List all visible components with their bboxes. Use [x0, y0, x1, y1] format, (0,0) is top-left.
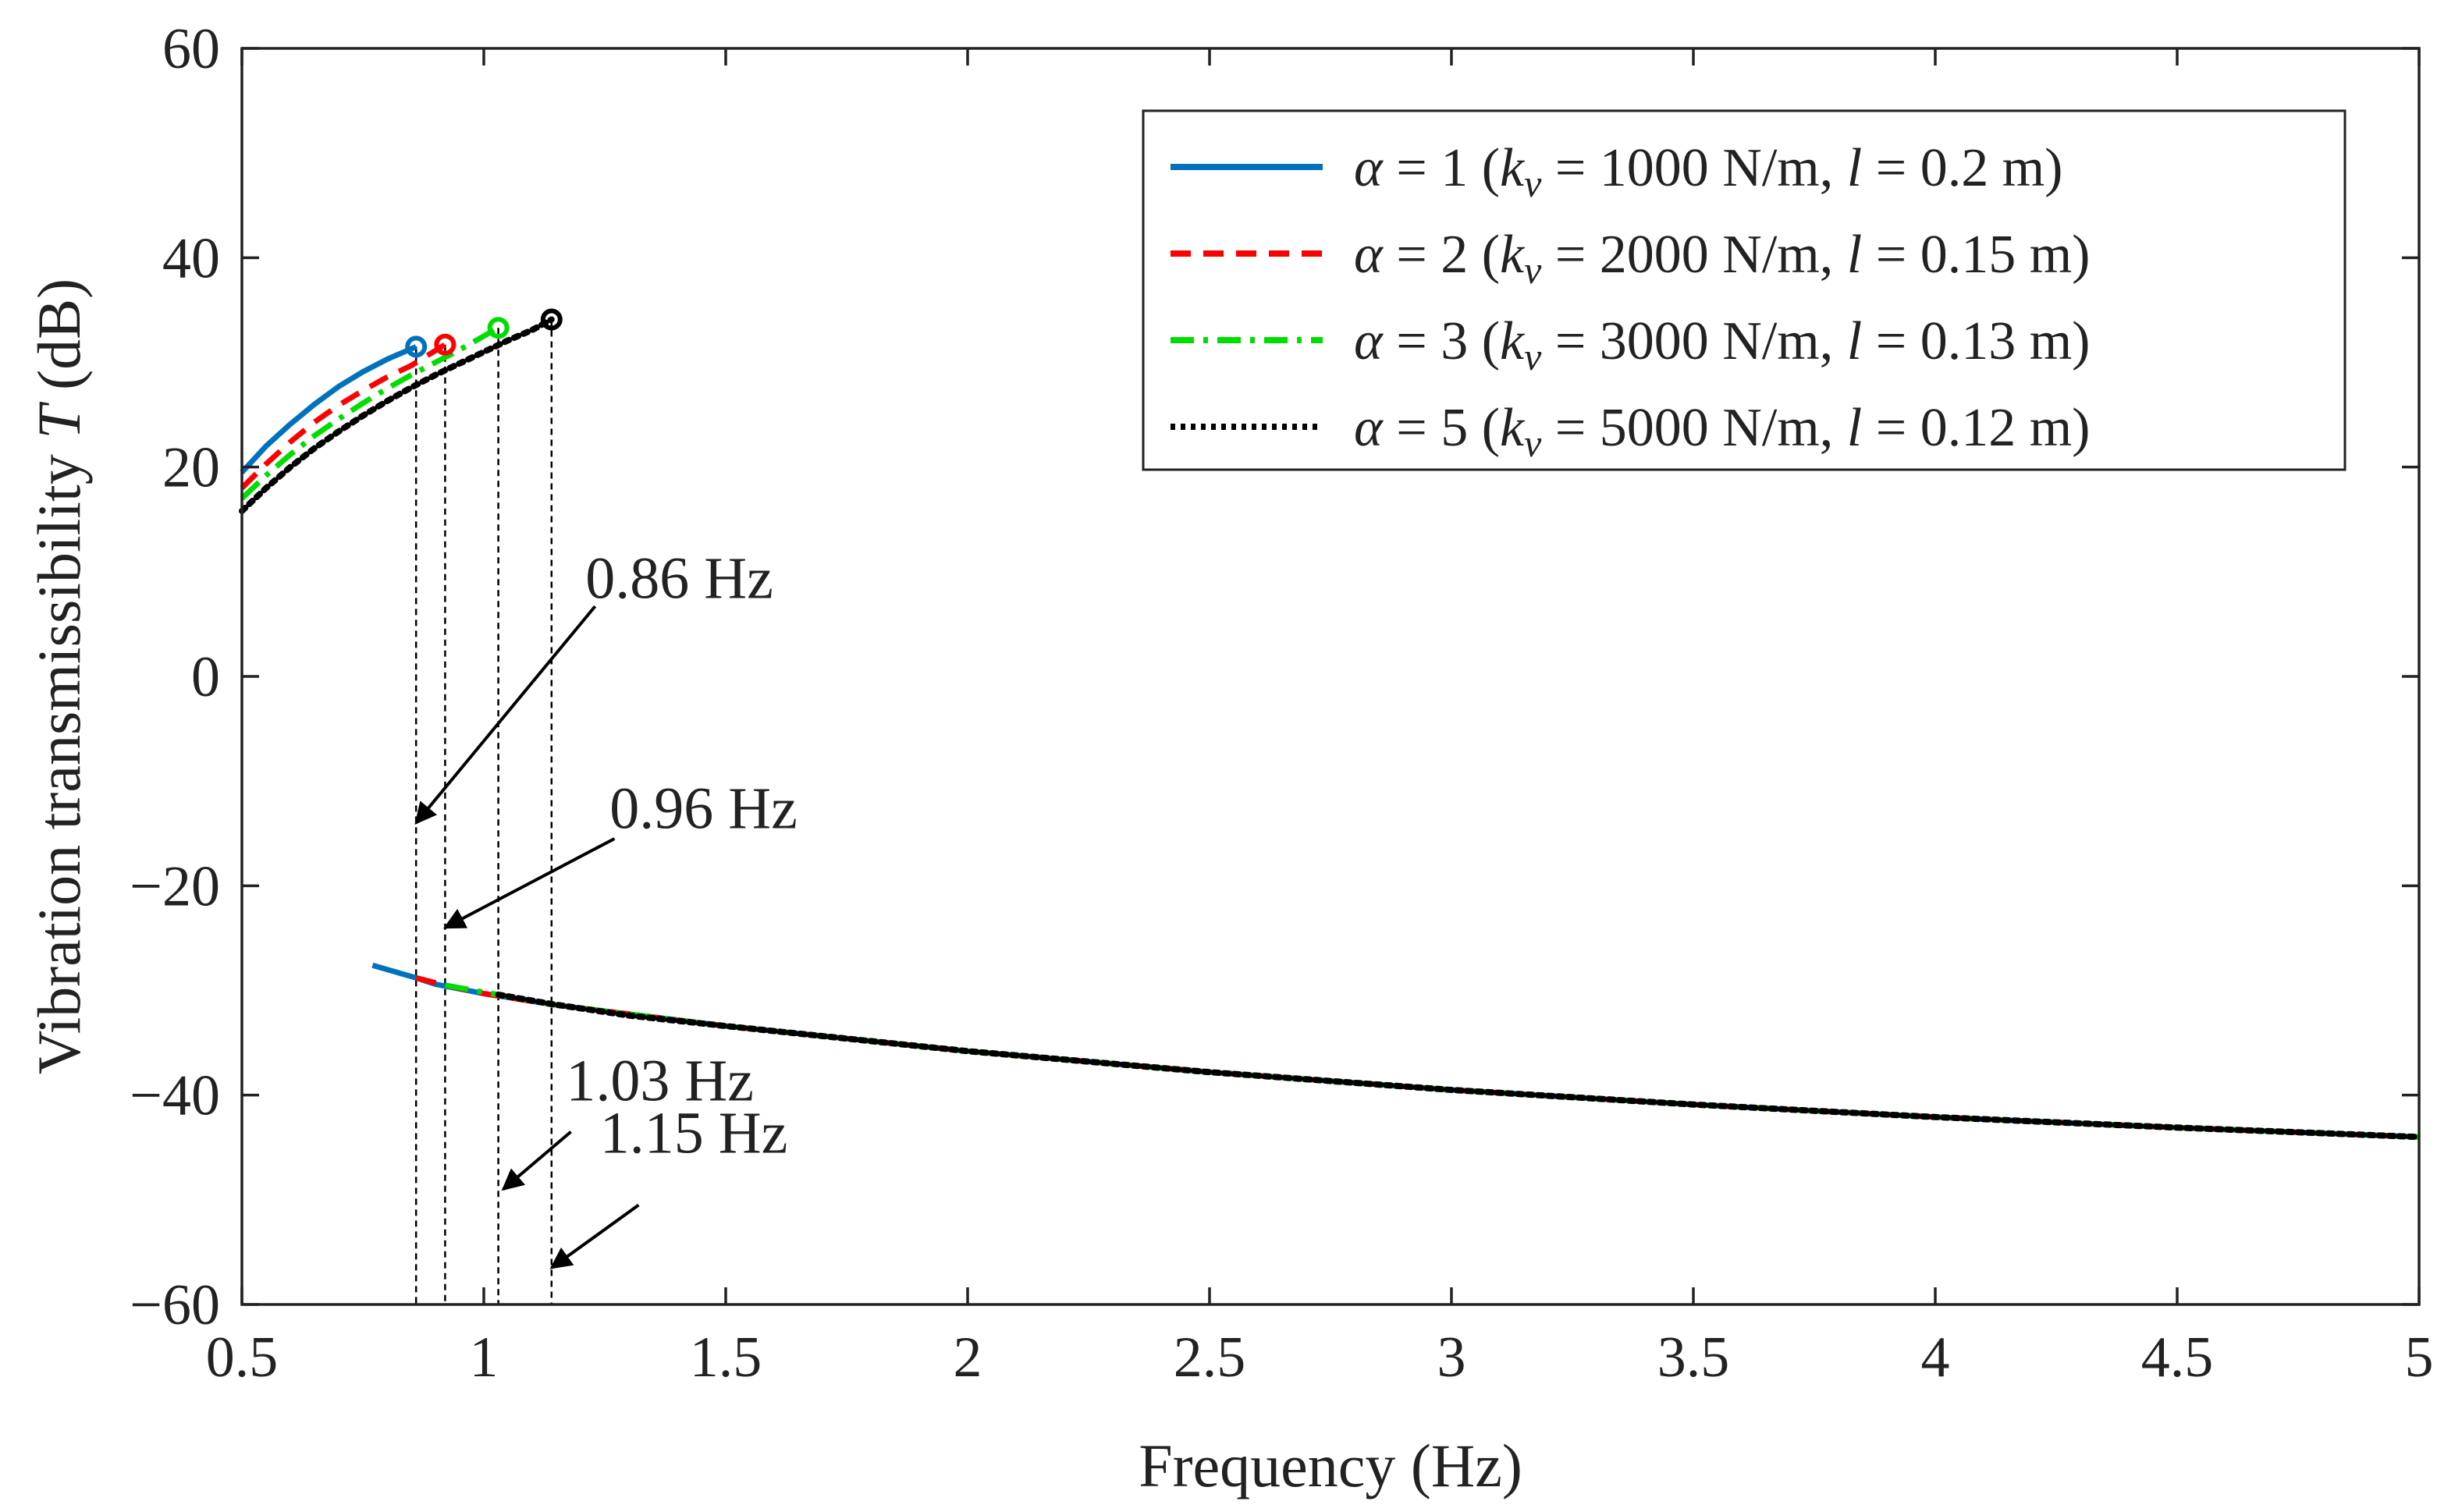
- x-tick-label: 1.5: [690, 1326, 762, 1390]
- annotation-label: 0.86 Hz: [585, 545, 773, 611]
- frequency-annotations: 0.86 Hz 0.96 Hz 1.03 Hz1.15 Hz: [414, 545, 798, 1269]
- y-axis-ticks: −60 −40 −20 0 20 40 60: [130, 17, 2419, 1337]
- x-axis-ticks: 0.5 1 1.5 2 2.5 3 3.5 4 4.5 5: [206, 48, 2434, 1390]
- annotation-label: 1.03 Hz: [566, 1048, 754, 1113]
- jump-marker-series-4: [540, 308, 563, 331]
- jump-point-markers: [405, 308, 563, 358]
- series-1-upper-branch: [240, 344, 417, 474]
- x-tick-label: 3: [1437, 1326, 1466, 1390]
- legend-label-series-2: α = 2 (kv = 2000 N/m, l = 0.15 m): [1354, 225, 2090, 292]
- y-tick-label: −60: [130, 1273, 220, 1337]
- legend-label-series-4: α = 5 (kv = 5000 N/m, l = 0.12 m): [1354, 398, 2090, 465]
- y-tick-label: 60: [162, 17, 220, 81]
- series-4-lower-branch: [495, 991, 2422, 1141]
- y-tick-label: −40: [130, 1064, 220, 1128]
- jump-marker-series-2: [434, 333, 457, 356]
- legend-box: [1142, 109, 2347, 471]
- series-2-upper-branch: [240, 342, 447, 490]
- y-tick-label: 40: [162, 226, 220, 290]
- x-tick-label: 2: [954, 1326, 982, 1390]
- y-axis-title: Vibration transmissibility T (dB): [25, 279, 93, 1074]
- x-tick-label: 4: [1921, 1326, 1950, 1390]
- x-tick-label: 5: [2405, 1326, 2434, 1390]
- x-tick-label: 2.5: [1174, 1326, 1246, 1390]
- y-tick-label: 20: [162, 436, 220, 500]
- series-4-upper-branch: [239, 316, 555, 514]
- series-3-upper-branch: [240, 325, 500, 501]
- x-tick-label: 1: [470, 1326, 499, 1390]
- jump-marker-series-3: [487, 317, 510, 339]
- jump-marker-series-1: [405, 335, 428, 358]
- x-tick-label: 0.5: [206, 1326, 279, 1390]
- x-tick-label: 3.5: [1657, 1326, 1730, 1390]
- y-tick-label: 0: [191, 645, 220, 709]
- annotation-label: 0.96 Hz: [609, 776, 798, 842]
- annotation-arrow: [414, 605, 597, 825]
- annotation-label: 1.15 Hz: [600, 1100, 788, 1166]
- legend: α = 1 (kv = 1000 N/m, l = 0.2 m) α = 2 (k…: [1142, 109, 2347, 471]
- annotation-arrow: [501, 1130, 572, 1191]
- legend-label-series-3: α = 3 (kv = 3000 N/m, l = 0.13 m): [1354, 311, 2090, 378]
- annotation-arrow: [549, 1203, 640, 1269]
- series-lines: [239, 316, 2422, 1141]
- x-tick-label: 4.5: [2141, 1326, 2214, 1390]
- legend-label-series-1: α = 1 (kv = 1000 N/m, l = 0.2 m): [1354, 138, 2062, 205]
- y-tick-label: −20: [130, 854, 220, 918]
- annotation-arrow: [442, 837, 616, 929]
- x-axis-title: Frequency (Hz): [1139, 1432, 1522, 1500]
- jump-frequency-guides: [414, 319, 553, 1304]
